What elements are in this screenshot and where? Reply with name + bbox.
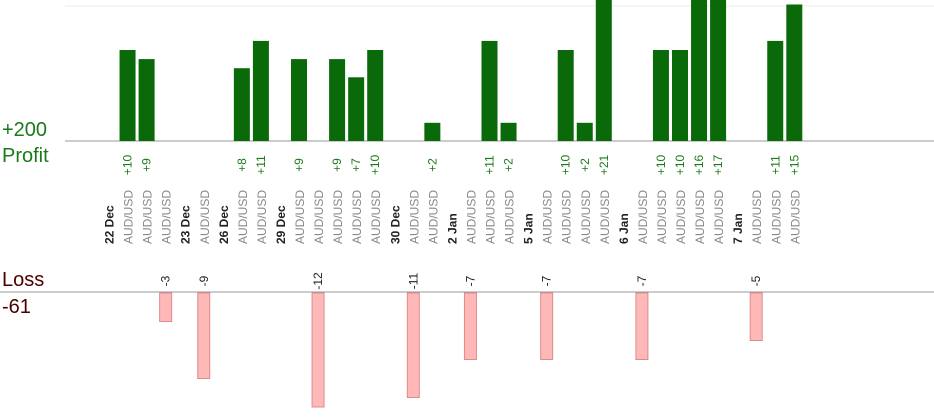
profit-value-label: +16 [692, 154, 706, 175]
symbol-label: AUD/USD [312, 190, 326, 244]
profit-bar [652, 50, 669, 141]
date-label: 7 Jan [731, 213, 745, 244]
symbol-label: AUD/USD [560, 190, 574, 244]
profit-bar [576, 122, 593, 141]
loss-value-label: -7 [540, 275, 554, 286]
profit-value-label: +10 [559, 154, 573, 175]
date-label: 2 Jan [445, 213, 459, 244]
loss-value-label: -11 [406, 272, 420, 289]
symbol-label: AUD/USD [236, 190, 250, 244]
profit-value-label: +8 [235, 158, 249, 172]
profit-value-label: +9 [140, 158, 154, 172]
symbol-label: AUD/USD [141, 190, 155, 244]
profit-value-label: +11 [483, 155, 497, 175]
profit-bar [710, 0, 727, 141]
loss-bar [197, 292, 211, 379]
profit-label: Profit [2, 145, 49, 167]
profit-value-label: +9 [330, 158, 344, 172]
symbol-label: AUD/USD [636, 190, 650, 244]
symbol-label: AUD/USD [293, 190, 307, 244]
loss-bar [463, 292, 477, 360]
profit-bar [500, 122, 517, 141]
profit-value-label: +21 [597, 154, 611, 175]
date-label: 23 Dec [179, 205, 193, 244]
profit-bar [291, 59, 307, 141]
symbol-label: AUD/USD [674, 190, 688, 244]
profit-bar [348, 77, 365, 141]
symbol-label: AUD/USD [160, 190, 174, 244]
profit-bar [119, 50, 136, 141]
loss-bar [311, 292, 325, 408]
loss-value-label: -3 [159, 275, 173, 286]
profit-value-label: +2 [425, 158, 439, 172]
loss-value-label: -7 [635, 275, 649, 286]
profit-value-label: +2 [502, 158, 516, 172]
symbol-label: AUD/USD [255, 190, 269, 244]
profit-value-label: +10 [654, 154, 668, 175]
loss-value-label: -9 [197, 275, 211, 286]
profit-value-label: +10 [368, 154, 382, 175]
symbol-label: AUD/USD [788, 190, 802, 244]
symbol-label: AUD/USD [426, 190, 440, 244]
profit-bar [691, 0, 708, 141]
date-label: 30 Dec [388, 205, 402, 244]
profit-value-label: +11 [254, 155, 268, 175]
profit-value-label: +7 [349, 158, 363, 172]
loss-value-label: -7 [463, 275, 477, 286]
profit-total: +200 [2, 119, 48, 141]
date-label: 26 Dec [217, 205, 231, 244]
symbol-label: AUD/USD [198, 190, 212, 244]
date-label: 29 Dec [274, 205, 288, 244]
symbol-label: AUD/USD [350, 190, 364, 244]
symbol-label: AUD/USD [331, 190, 345, 244]
symbol-label: AUD/USD [541, 190, 555, 244]
symbol-label: AUD/USD [693, 190, 707, 244]
symbol-label: AUD/USD [750, 190, 764, 244]
symbol-label: AUD/USD [484, 190, 498, 244]
loss-bar [406, 292, 420, 398]
symbol-label: AUD/USD [655, 190, 669, 244]
profit-bar [672, 50, 688, 141]
symbol-label: AUD/USD [598, 190, 612, 244]
loss-label: Loss [2, 269, 45, 291]
profit-value-label: +10 [121, 154, 135, 175]
loss-value-label: -12 [311, 272, 325, 290]
symbol-label: AUD/USD [464, 190, 478, 244]
profit-bar [138, 59, 155, 141]
profit-value-label: +11 [768, 155, 782, 175]
symbol-label: AUD/USD [503, 190, 517, 244]
loss-bar [749, 292, 763, 341]
profit-value-label: +15 [787, 154, 801, 175]
date-label: 6 Jan [617, 213, 631, 244]
loss-value-label: -5 [749, 275, 763, 286]
profit-value-label: +10 [673, 154, 687, 175]
profit-bar [367, 50, 384, 141]
profit-bar [252, 40, 269, 141]
symbol-label: AUD/USD [769, 190, 783, 244]
profit-value-label: +17 [711, 154, 725, 175]
profit-bar [329, 59, 346, 141]
loss-bar [635, 292, 649, 360]
symbol-label: AUD/USD [407, 190, 421, 244]
profit-bar [424, 122, 441, 141]
profit-bar [481, 40, 498, 141]
symbol-label: AUD/USD [369, 190, 383, 244]
profit-bar [233, 68, 250, 141]
symbol-label: AUD/USD [122, 190, 136, 244]
profit-bar [595, 0, 612, 141]
date-label: 22 Dec [103, 205, 117, 244]
profit-value-label: +2 [578, 158, 592, 172]
symbol-label: AUD/USD [712, 190, 726, 244]
profit-bar [557, 50, 574, 141]
symbol-label: AUD/USD [579, 190, 593, 244]
loss-bar [159, 292, 173, 322]
profit-bar [786, 4, 803, 141]
chart-marks: 22 Dec AUD/USD +10 AUD/USD +9 AUD/USD -3 23 Dec… [103, 0, 803, 408]
profit-value-label: +9 [292, 158, 306, 172]
date-label: 5 Jan [522, 213, 536, 244]
loss-total: -61 [2, 296, 31, 318]
loss-bar [540, 292, 554, 360]
profit-bar [767, 40, 784, 141]
